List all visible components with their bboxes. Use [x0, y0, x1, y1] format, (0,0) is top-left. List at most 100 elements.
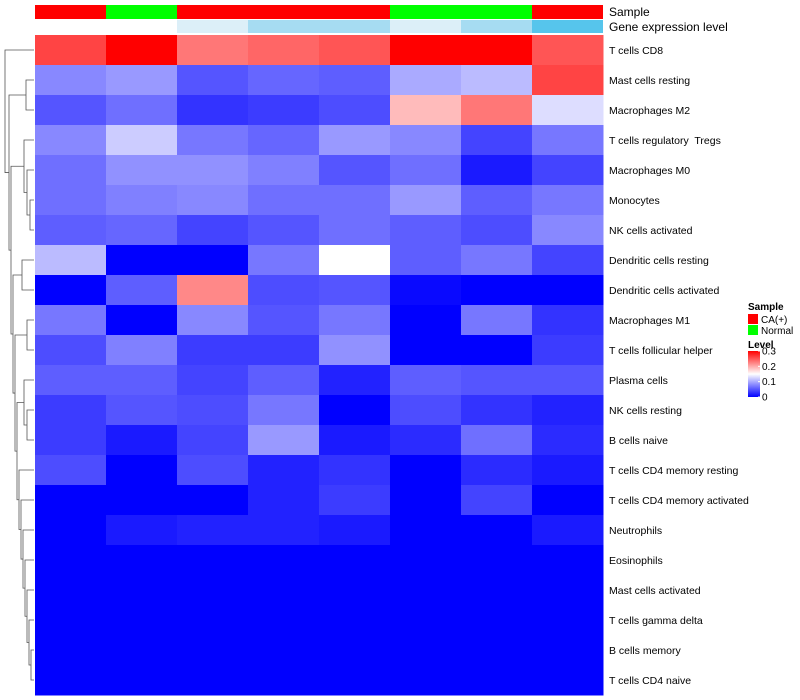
heatmap-cell-r16-c1 [106, 515, 178, 546]
heatmap-cell-r11-c5 [390, 365, 462, 396]
heatmap-cells [35, 35, 604, 696]
heatmap-cell-r17-c5 [390, 545, 462, 576]
heatmap-cell-r11-c3 [248, 365, 320, 396]
heatmap-cell-r4-c7 [532, 155, 604, 186]
heatmap-cell-r7-c6 [461, 245, 533, 276]
heatmap-cell-r21-c6 [461, 665, 533, 696]
row-label-17: Eosinophils [609, 555, 663, 567]
expression-annotation-cell-2 [177, 20, 248, 33]
legend-label-1: Normal [761, 326, 793, 337]
sample-annotation-cell-6 [461, 5, 532, 19]
heatmap-cell-r9-c7 [532, 305, 604, 336]
row-dendrogram [4, 49, 34, 681]
heatmap-cell-r14-c6 [461, 455, 533, 486]
heatmap-cell-r21-c2 [177, 665, 249, 696]
heatmap-cell-r12-c6 [461, 395, 533, 426]
heatmap-cell-r1-c3 [248, 65, 320, 96]
heatmap-cell-r0-c5 [390, 35, 462, 66]
heatmap-cell-r7-c2 [177, 245, 249, 276]
heatmap-cell-r14-c0 [35, 455, 107, 486]
heatmap-cell-r9-c3 [248, 305, 320, 336]
heatmap-cell-r21-c1 [106, 665, 178, 696]
heatmap-cell-r11-c2 [177, 365, 249, 396]
heatmap-cell-r2-c0 [35, 95, 107, 126]
heatmap-cell-r5-c4 [319, 185, 391, 216]
heatmap-cell-r8-c5 [390, 275, 462, 306]
heatmap-cell-r19-c0 [35, 605, 107, 636]
heatmap-cell-r10-c7 [532, 335, 604, 366]
heatmap-cell-r7-c3 [248, 245, 320, 276]
heatmap-cell-r3-c1 [106, 125, 178, 156]
sample-annotation-cell-5 [390, 5, 461, 19]
heatmap-cell-r0-c4 [319, 35, 391, 66]
row-label-5: Monocytes [609, 195, 660, 207]
sample-annotation-cell-0 [35, 5, 106, 19]
heatmap-cell-r4-c2 [177, 155, 249, 186]
heatmap-cell-r0-c7 [532, 35, 604, 66]
heatmap-cell-r8-c7 [532, 275, 604, 306]
heatmap-cell-r9-c6 [461, 305, 533, 336]
heatmap-cell-r20-c7 [532, 635, 604, 666]
heatmap-cell-r2-c1 [106, 95, 178, 126]
heatmap-cell-r0-c6 [461, 35, 533, 66]
heatmap-cell-r6-c2 [177, 215, 249, 246]
heatmap-cell-r19-c1 [106, 605, 178, 636]
heatmap-cell-r15-c7 [532, 485, 604, 516]
heatmap-cell-r0-c3 [248, 35, 320, 66]
heatmap-cell-r1-c4 [319, 65, 391, 96]
heatmap-cell-r12-c2 [177, 395, 249, 426]
heatmap-cell-r8-c1 [106, 275, 178, 306]
heatmap-cell-r17-c2 [177, 545, 249, 576]
heatmap-cell-r5-c0 [35, 185, 107, 216]
heatmap-cell-r5-c6 [461, 185, 533, 216]
legend-level-title: Level [748, 340, 774, 351]
heatmap-cell-r4-c3 [248, 155, 320, 186]
expression-annotation-cell-5 [390, 20, 461, 33]
heatmap-cell-r19-c2 [177, 605, 249, 636]
heatmap-cell-r12-c5 [390, 395, 462, 426]
sample-annotation-cell-4 [319, 5, 390, 19]
heatmap-cell-r18-c6 [461, 575, 533, 606]
legend-sample-title: Sample [748, 302, 784, 313]
row-label-3: T cells regulatory Tregs [609, 135, 721, 147]
heatmap-cell-r13-c0 [35, 425, 107, 456]
heatmap-cell-r1-c0 [35, 65, 107, 96]
expression-annotation-cell-3 [248, 20, 319, 33]
row-label-4: Macrophages M0 [609, 165, 690, 177]
heatmap-cell-r3-c3 [248, 125, 320, 156]
heatmap-cell-r7-c0 [35, 245, 107, 276]
heatmap-cell-r6-c4 [319, 215, 391, 246]
heatmap-cell-r15-c1 [106, 485, 178, 516]
heatmap-cell-r0-c0 [35, 35, 107, 66]
row-label-14: T cells CD4 memory resting [609, 465, 738, 477]
heatmap-cell-r17-c7 [532, 545, 604, 576]
heatmap-cell-r2-c2 [177, 95, 249, 126]
sample-annotation-cell-2 [177, 5, 248, 19]
heatmap-cell-r17-c4 [319, 545, 391, 576]
heatmap-cell-r12-c4 [319, 395, 391, 426]
heatmap-cell-r19-c6 [461, 605, 533, 636]
heatmap-cell-r9-c1 [106, 305, 178, 336]
heatmap-cell-r13-c3 [248, 425, 320, 456]
heatmap-cell-r14-c7 [532, 455, 604, 486]
heatmap-cell-r16-c2 [177, 515, 249, 546]
heatmap-cell-r18-c1 [106, 575, 178, 606]
legend-level-tick-0: 0.3 [762, 347, 776, 358]
heatmap-cell-r6-c1 [106, 215, 178, 246]
heatmap-cell-r16-c7 [532, 515, 604, 546]
heatmap-cell-r4-c5 [390, 155, 462, 186]
heatmap-cell-r21-c0 [35, 665, 107, 696]
row-label-13: B cells naive [609, 435, 668, 447]
heatmap-cell-r15-c3 [248, 485, 320, 516]
heatmap-cell-r10-c0 [35, 335, 107, 366]
row-label-8: Dendritic cells activated [609, 285, 719, 297]
heatmap-cell-r20-c4 [319, 635, 391, 666]
row-label-16: Neutrophils [609, 525, 662, 537]
heatmap-cell-r20-c1 [106, 635, 178, 666]
heatmap-cell-r15-c4 [319, 485, 391, 516]
heatmap-cell-r10-c1 [106, 335, 178, 366]
heatmap-cell-r2-c3 [248, 95, 320, 126]
heatmap-cell-r13-c2 [177, 425, 249, 456]
heatmap-cell-r3-c2 [177, 125, 249, 156]
